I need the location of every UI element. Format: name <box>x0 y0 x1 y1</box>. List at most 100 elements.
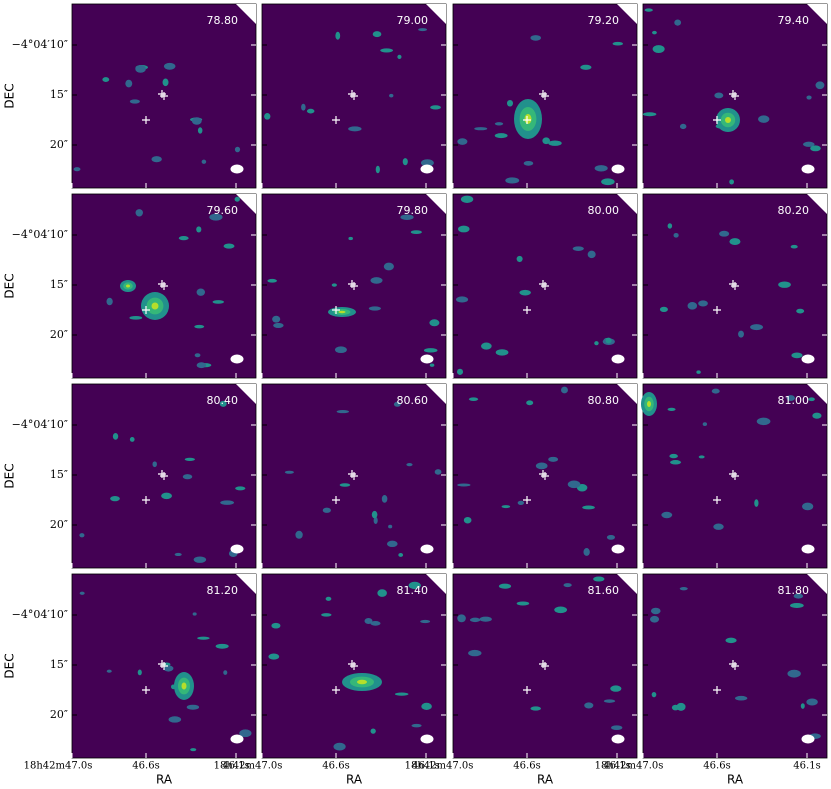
emission-blob <box>789 602 804 609</box>
emission-blob <box>649 615 660 623</box>
velocity-label: 81.00 <box>778 394 810 407</box>
beam <box>611 164 625 174</box>
corner-cut <box>236 574 256 594</box>
emission-blob <box>714 92 724 99</box>
panel: 79.00 <box>261 3 447 189</box>
emission-blob <box>458 225 470 233</box>
panel: 80.00 <box>452 193 638 379</box>
emission-blob <box>408 581 421 590</box>
velocity-label: 78.80 <box>207 14 239 27</box>
emission-blob <box>220 500 235 505</box>
source-marker <box>729 280 737 288</box>
emission-blob <box>106 669 112 673</box>
emission-blob <box>267 278 277 283</box>
source-marker <box>350 282 358 290</box>
emission-blob <box>423 348 438 353</box>
x-axis-label: RA <box>727 773 744 787</box>
corner-cut <box>236 194 256 214</box>
emission-blob <box>381 495 388 503</box>
beam <box>801 734 815 744</box>
emission-blob <box>498 583 512 589</box>
x-axis-label: RA <box>346 773 363 787</box>
emission-blob <box>192 612 197 616</box>
x-tick-label: 46.6s <box>703 761 730 772</box>
emission-blob <box>364 617 373 625</box>
corner-cut <box>617 384 637 404</box>
y-tick-label: 15″ <box>50 468 68 481</box>
corner-cut <box>236 384 256 404</box>
emission-blob <box>375 165 380 174</box>
emission-blob <box>151 156 162 163</box>
emission-blob <box>152 461 157 468</box>
emission-blob <box>212 300 225 304</box>
emission-blob <box>642 112 657 117</box>
x-tick-label: 46.6s <box>322 761 349 772</box>
source-marker <box>332 686 340 694</box>
emission-blob <box>129 437 135 442</box>
emission-blob <box>457 138 468 145</box>
source-marker <box>332 306 340 314</box>
emission-blob <box>725 117 731 123</box>
beam <box>420 164 434 174</box>
emission-blob <box>756 417 771 426</box>
emission-blob <box>456 368 464 375</box>
emission-blob <box>181 682 187 690</box>
emission-blob <box>679 587 688 591</box>
source-marker <box>729 90 737 98</box>
y-tick-label: −4°04′10″ <box>12 38 68 51</box>
panel: 80.20 <box>642 193 828 379</box>
emission-blob <box>580 64 592 70</box>
corner-cut <box>426 574 446 594</box>
corner-cut <box>807 4 827 24</box>
y-axis-label: DEC <box>3 273 17 298</box>
emission-blob <box>793 593 804 599</box>
emission-blob <box>505 177 520 184</box>
y-tick-label: 20″ <box>50 708 68 721</box>
emission-blob <box>295 530 303 539</box>
emission-blob <box>593 576 605 582</box>
emission-blob <box>190 748 197 752</box>
x-tick-label: 46.1s <box>793 761 820 772</box>
emission-blob <box>322 507 331 513</box>
emission-blob <box>516 601 530 606</box>
source-marker <box>523 116 531 124</box>
panel: 81.20 <box>71 573 257 759</box>
x-axis-label: RA <box>156 773 173 787</box>
emission-blob <box>410 230 422 234</box>
emission-blob <box>372 31 382 38</box>
emission-blob <box>223 670 228 675</box>
emission-blob <box>178 236 189 241</box>
emission-blob <box>168 716 182 723</box>
y-tick-label: −4°04′10″ <box>12 228 68 241</box>
emission-blob <box>191 117 202 125</box>
source-marker <box>731 282 739 290</box>
emission-blob <box>418 28 428 32</box>
source-marker <box>348 90 356 98</box>
emission-blob <box>605 337 612 344</box>
emission-blob <box>209 213 223 221</box>
source-marker <box>160 472 168 480</box>
emission-blob <box>729 238 741 246</box>
emission-blob <box>542 137 550 145</box>
source-marker <box>348 470 356 478</box>
beam <box>801 354 815 364</box>
emission-blob <box>386 540 398 548</box>
source-marker <box>350 662 358 670</box>
emission-blob <box>554 606 568 614</box>
panel: 80.80 <box>452 383 638 569</box>
emission-blob <box>796 308 805 314</box>
source-marker <box>348 280 356 288</box>
source-marker <box>729 660 737 668</box>
emission-blob <box>750 324 764 331</box>
emission-blob <box>667 407 676 411</box>
velocity-label: 81.80 <box>778 584 810 597</box>
emission-blob <box>420 159 434 167</box>
emission-blob <box>735 695 748 701</box>
panel: 80.40 <box>71 383 257 569</box>
emission-blob <box>802 141 815 147</box>
emission-blob <box>812 412 822 419</box>
beam <box>230 354 244 364</box>
corner-cut <box>807 194 827 214</box>
emission-blob <box>758 115 770 123</box>
emission-blob <box>284 470 294 474</box>
